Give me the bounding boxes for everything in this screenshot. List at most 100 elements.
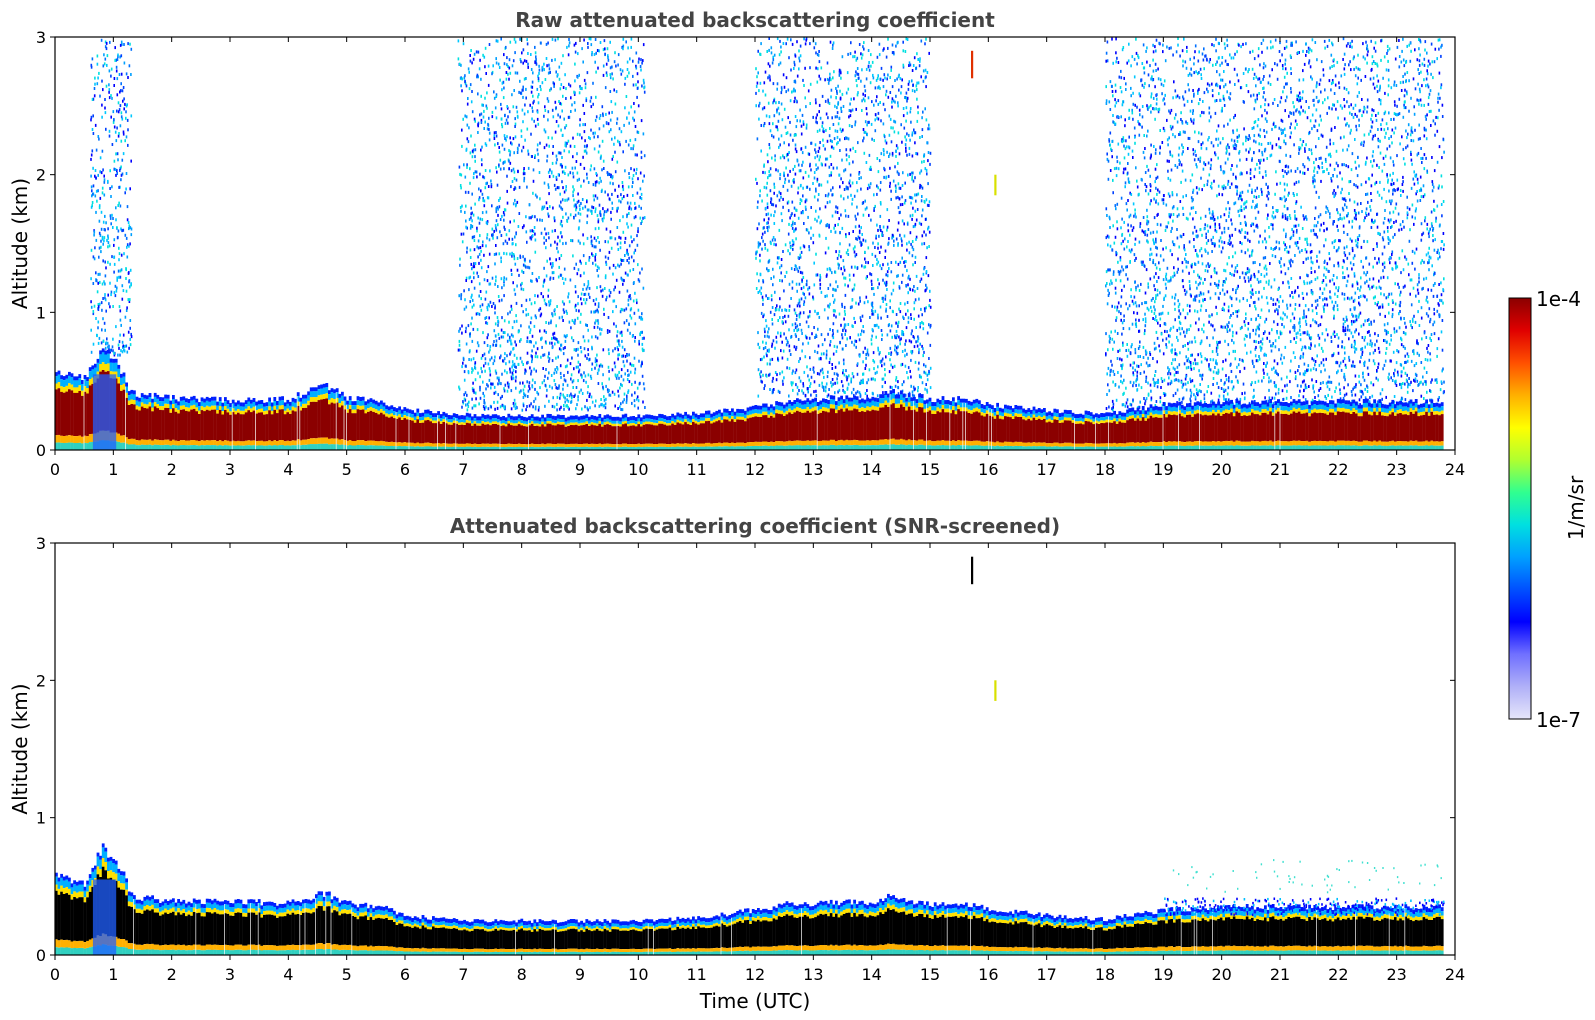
noise-pixel bbox=[815, 150, 817, 154]
noise-pixel bbox=[756, 205, 759, 209]
noise-pixel bbox=[759, 289, 761, 293]
noise-pixel bbox=[513, 219, 515, 223]
noise-pixel bbox=[561, 156, 563, 159]
noise-pixel bbox=[593, 198, 595, 202]
noise-pixel bbox=[776, 256, 779, 260]
noise-pixel bbox=[525, 215, 527, 219]
noise-pixel bbox=[806, 336, 808, 340]
noise-pixel bbox=[863, 47, 865, 51]
noise-pixel bbox=[866, 275, 868, 279]
noise-pixel bbox=[848, 109, 851, 112]
noise-pixel bbox=[620, 72, 623, 76]
noise-pixel bbox=[854, 254, 857, 258]
noise-pixel bbox=[874, 371, 877, 375]
noise-pixel bbox=[548, 399, 550, 403]
noise-pixel bbox=[925, 256, 928, 260]
noise-pixel bbox=[818, 146, 821, 150]
noise-pixel bbox=[815, 189, 817, 193]
noise-pixel bbox=[468, 400, 470, 404]
noise-pixel bbox=[481, 192, 484, 196]
noise-pixel bbox=[500, 382, 502, 386]
noise-pixel bbox=[617, 139, 619, 143]
noise-pixel bbox=[821, 94, 824, 98]
noise-pixel bbox=[844, 329, 847, 333]
noise-pixel bbox=[802, 342, 804, 346]
noise-pixel bbox=[607, 316, 610, 319]
noise-pixel bbox=[845, 375, 848, 379]
noise-pixel bbox=[551, 136, 553, 140]
noise-pixel bbox=[490, 386, 492, 390]
noise-pixel bbox=[1378, 232, 1381, 236]
noise-pixel bbox=[880, 228, 882, 232]
noise-pixel bbox=[828, 134, 831, 138]
noise-pixel bbox=[799, 44, 802, 48]
noise-pixel bbox=[919, 186, 921, 190]
noise-pixel bbox=[762, 340, 764, 344]
noise-pixel bbox=[820, 162, 823, 166]
noise-pixel bbox=[496, 236, 499, 240]
noise-pixel bbox=[925, 288, 927, 292]
noise-pixel bbox=[488, 282, 491, 286]
noise-pixel bbox=[826, 180, 829, 184]
noise-pixel bbox=[507, 312, 509, 316]
noise-pixel bbox=[551, 58, 553, 62]
noise-pixel bbox=[1281, 389, 1284, 393]
noise-pixel bbox=[784, 181, 786, 185]
noise-pixel bbox=[472, 381, 474, 385]
noise-pixel bbox=[833, 313, 835, 317]
noise-pixel bbox=[626, 328, 629, 332]
noise-pixel bbox=[909, 369, 911, 373]
noise-pixel bbox=[820, 333, 823, 337]
noise-pixel bbox=[512, 105, 515, 109]
noise-pixel bbox=[529, 259, 531, 263]
noise-pixel bbox=[536, 347, 539, 351]
noise-pixel bbox=[860, 176, 862, 180]
noise-pixel bbox=[905, 339, 907, 343]
noise-pixel bbox=[604, 274, 607, 278]
noise-pixel bbox=[522, 402, 525, 406]
noise-pixel bbox=[470, 295, 473, 299]
noise-pixel bbox=[573, 266, 576, 270]
noise-pixel bbox=[468, 70, 470, 74]
noise-pixel bbox=[548, 300, 550, 304]
noise-pixel bbox=[851, 340, 853, 344]
noise-pixel bbox=[630, 105, 632, 109]
noise-pixel bbox=[809, 310, 811, 314]
noise-pixel bbox=[564, 198, 566, 202]
noise-pixel bbox=[528, 266, 531, 270]
noise-pixel bbox=[469, 54, 471, 57]
noise-pixel bbox=[914, 289, 916, 293]
noise-pixel bbox=[884, 108, 886, 112]
noise-pixel bbox=[512, 347, 514, 351]
noise-pixel bbox=[758, 101, 761, 105]
noise-pixel bbox=[474, 378, 477, 382]
noise-pixel bbox=[812, 241, 815, 245]
noise-pixel bbox=[621, 308, 624, 312]
noise-pixel bbox=[548, 236, 550, 240]
noise-pixel bbox=[597, 302, 600, 306]
noise-pixel bbox=[877, 228, 879, 232]
noise-pixel bbox=[837, 373, 839, 377]
noise-pixel bbox=[890, 197, 892, 201]
noise-pixel bbox=[93, 257, 96, 261]
noise-pixel bbox=[585, 261, 587, 265]
noise-pixel bbox=[868, 185, 871, 189]
noise-pixel bbox=[618, 376, 620, 380]
noise-pixel bbox=[527, 312, 530, 316]
noise-pixel bbox=[1228, 321, 1230, 325]
noise-pixel bbox=[640, 119, 643, 123]
noise-pixel bbox=[542, 353, 544, 357]
noise-pixel bbox=[636, 130, 639, 134]
noise-pixel bbox=[767, 269, 769, 273]
noise-pixel bbox=[874, 324, 877, 328]
noise-pixel bbox=[1348, 337, 1350, 341]
noise-pixel bbox=[503, 62, 506, 66]
noise-pixel bbox=[867, 300, 869, 304]
noise-pixel bbox=[533, 344, 535, 348]
noise-pixel bbox=[587, 339, 590, 343]
noise-pixel bbox=[105, 341, 108, 345]
noise-pixel bbox=[1209, 216, 1212, 220]
noise-pixel bbox=[607, 348, 610, 352]
noise-pixel bbox=[1362, 294, 1365, 298]
noise-pixel bbox=[642, 59, 644, 63]
